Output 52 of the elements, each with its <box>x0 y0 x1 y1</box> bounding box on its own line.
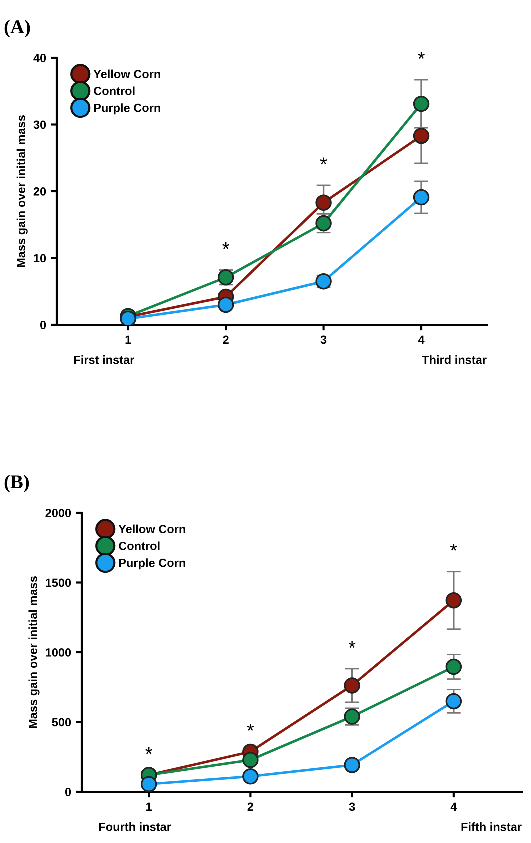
point <box>446 592 462 609</box>
legend-label: Yellow Corn <box>118 524 186 534</box>
annotation: * <box>146 747 153 754</box>
text: Fifth instar <box>462 822 522 832</box>
text: Third instar <box>422 356 487 364</box>
annotation: * <box>348 641 356 648</box>
text: First instar <box>74 356 134 364</box>
point <box>344 678 360 694</box>
y-tick-label: 0 <box>40 321 46 330</box>
y-axis-title: Mass gain over initial mass <box>16 116 28 268</box>
chart-title: (A) <box>4 20 30 38</box>
x-tick-label: 4 <box>450 802 458 811</box>
x-tick-label: 2 <box>248 802 254 811</box>
y-tick-label: 1500 <box>46 578 72 588</box>
annotation: * <box>222 242 230 250</box>
x-tick-label: 3 <box>320 336 327 344</box>
x-tick-label: 2 <box>223 336 229 344</box>
text: Fourth instar <box>99 822 172 832</box>
y-tick-label: 30 <box>34 120 46 130</box>
y-tick-label: 10 <box>34 254 46 263</box>
point <box>413 96 430 112</box>
legend-label: Control <box>94 86 135 96</box>
y-tick-label: 500 <box>52 718 72 727</box>
legend-label: Control <box>119 542 160 550</box>
y-tick-label: 40 <box>34 54 46 62</box>
chart-title: (B) <box>4 475 30 493</box>
annotation: * <box>320 158 328 165</box>
point <box>413 128 430 144</box>
y-axis-title: Mass gain over initial mass <box>28 576 40 728</box>
point <box>446 693 462 710</box>
legend-label: Yellow Corn <box>94 70 160 78</box>
point <box>446 658 462 676</box>
point <box>316 194 332 211</box>
y-tick-label: 1000 <box>46 648 72 657</box>
x-tick-label: 3 <box>349 802 356 812</box>
annotation: * <box>450 544 458 551</box>
y-tick-label: 20 <box>34 188 46 196</box>
legend-label: Purple Corn <box>94 104 160 115</box>
point <box>344 757 360 774</box>
x-tick-label: 1 <box>146 802 152 811</box>
legend-label: Purple Corn <box>119 558 186 570</box>
x-tick-label: 4 <box>418 336 425 344</box>
annotation: * <box>418 52 426 60</box>
point <box>242 768 259 785</box>
point <box>218 296 234 314</box>
point <box>413 189 430 206</box>
y-tick-label: 0 <box>65 788 72 796</box>
point <box>140 776 158 792</box>
point <box>242 752 259 768</box>
y-tick-label: 2000 <box>46 509 72 518</box>
x-tick-label: 1 <box>126 336 132 344</box>
annotation: * <box>247 724 254 731</box>
